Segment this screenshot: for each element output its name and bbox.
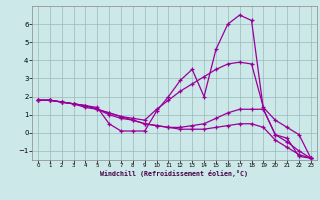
X-axis label: Windchill (Refroidissement éolien,°C): Windchill (Refroidissement éolien,°C)	[100, 170, 248, 177]
